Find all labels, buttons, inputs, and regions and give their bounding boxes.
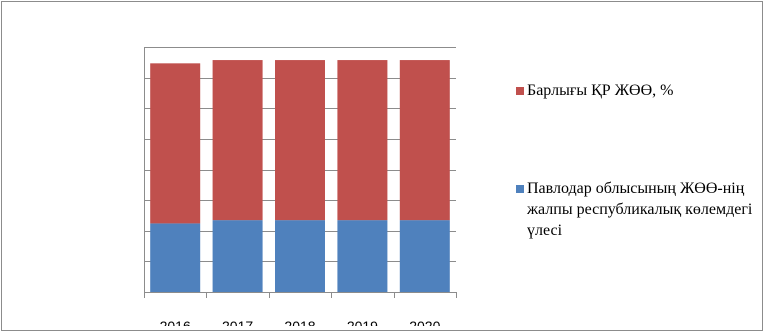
bar-total-2019 <box>337 60 388 221</box>
x-tick-label-2017: 2017 <box>222 318 253 326</box>
bar-total-2018 <box>275 60 325 221</box>
legend-item-total: Барлығы ҚР ЖӨӨ, % <box>516 80 765 101</box>
bar-total-2017 <box>212 60 263 221</box>
bar-total-2020 <box>399 60 450 221</box>
legend-label-pavlodar: Павлодар облысының ЖӨӨ-нің жалпы республ… <box>527 180 753 239</box>
bars <box>150 60 450 292</box>
axes <box>144 47 457 298</box>
x-tick-label-2016: 2016 <box>160 318 191 326</box>
x-tick-label-2019: 2019 <box>347 318 378 326</box>
bar-pavlodar-2018 <box>275 220 325 292</box>
x-tick-label-2020: 2020 <box>409 318 440 326</box>
bar-pavlodar-2019 <box>337 220 388 292</box>
bar-pavlodar-2017 <box>212 220 263 292</box>
legend-swatch-total <box>516 87 524 95</box>
bar-pavlodar-2016 <box>150 223 201 292</box>
bar-total-2016 <box>150 63 201 224</box>
legend-label-total: Барлығы ҚР ЖӨӨ, % <box>527 82 674 99</box>
bar-pavlodar-2020 <box>399 220 450 292</box>
x-tick-label-2018: 2018 <box>284 318 315 326</box>
legend-swatch-pavlodar <box>516 185 524 193</box>
x-tick-labels: 2016 2017 2018 2019 2020 <box>160 318 441 326</box>
legend-item-pavlodar: Павлодар облысының ЖӨӨ-нің жалпы республ… <box>516 178 765 241</box>
